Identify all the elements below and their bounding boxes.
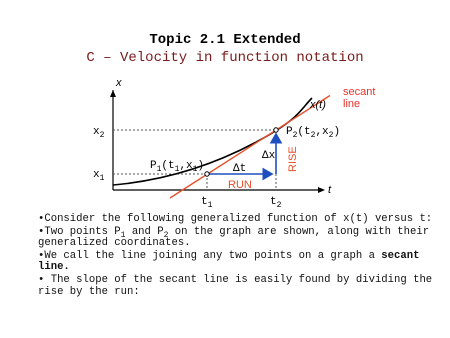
x2-label: x2 bbox=[93, 126, 105, 140]
label-part: x bbox=[93, 126, 100, 138]
bullet-text: Two points P bbox=[44, 225, 121, 238]
label-part: t bbox=[201, 196, 208, 208]
arrow bbox=[318, 187, 325, 193]
label-part: ) bbox=[197, 160, 204, 172]
title: Topic 2.1 Extended bbox=[149, 32, 300, 48]
label-part: (t bbox=[297, 126, 310, 138]
label-part: 2 bbox=[100, 131, 105, 140]
label-part: 2 bbox=[277, 201, 282, 210]
bullet-text: secant line. bbox=[38, 249, 420, 274]
secant-label: secant line bbox=[343, 86, 375, 110]
bullet: •Consider the following generalized func… bbox=[38, 213, 433, 225]
label-part: 2 bbox=[329, 131, 334, 140]
curve bbox=[112, 97, 313, 186]
point bbox=[204, 171, 210, 177]
bullet: •We call the line joining any two points… bbox=[38, 249, 420, 274]
label-part: line bbox=[343, 98, 360, 110]
t2-label: t2 bbox=[270, 196, 282, 210]
bullet-text: 1 bbox=[120, 230, 126, 240]
axes bbox=[110, 90, 325, 193]
label-part: 1 bbox=[100, 174, 105, 183]
label-part: 2 bbox=[311, 131, 316, 140]
label-part: 2 bbox=[293, 131, 298, 140]
point bbox=[273, 127, 279, 133]
label-part: P bbox=[150, 160, 157, 172]
delta-t: Δt bbox=[233, 163, 246, 175]
diagram: Topic 2.1 Extended C – Velocity in funct… bbox=[86, 32, 375, 210]
bullet-list: •Consider the following generalized func… bbox=[38, 213, 438, 299]
delta-x: Δx bbox=[262, 150, 276, 162]
bullet-text: 2 bbox=[163, 230, 169, 240]
label-part: 1 bbox=[208, 201, 213, 210]
secant-line bbox=[169, 94, 331, 199]
label-part: 1 bbox=[193, 165, 198, 174]
bullet-text: on the graph are shown, along with their… bbox=[38, 225, 430, 250]
bullet: •Two points P1 and P2 on the graph are s… bbox=[38, 225, 430, 250]
label-part: P bbox=[286, 126, 293, 138]
label-part: x bbox=[93, 169, 100, 181]
x-axis-label: t bbox=[328, 184, 332, 196]
label-part: 1 bbox=[175, 165, 180, 174]
t1-label: t1 bbox=[201, 196, 213, 210]
label-part: 1 bbox=[157, 165, 162, 174]
run-label: RUN bbox=[228, 179, 252, 191]
bullet-text: We call the line joining any two points … bbox=[44, 249, 382, 262]
x1-label: x1 bbox=[93, 169, 105, 183]
bullet-text: and P bbox=[125, 225, 164, 238]
label-part: ,x bbox=[179, 160, 193, 172]
bullet-text: The slope of the secant line is easily f… bbox=[38, 273, 433, 298]
p1-label: P1(t1,x1) bbox=[150, 160, 204, 174]
rise-label: RISE bbox=[287, 146, 299, 172]
label-part: ) bbox=[333, 126, 340, 138]
p2-label: P2(t2,x2) bbox=[286, 126, 340, 140]
y-axis-label: x bbox=[115, 77, 122, 89]
label-part: (t bbox=[161, 160, 174, 172]
curve-label: x(t) bbox=[309, 99, 326, 111]
label-part: ,x bbox=[315, 126, 329, 138]
label-part: secant bbox=[343, 86, 375, 98]
label-part: t bbox=[270, 196, 277, 208]
arrow bbox=[110, 90, 116, 97]
bullet: • The slope of the secant line is easily… bbox=[38, 273, 433, 298]
bullet-text: Consider the following generalized funct… bbox=[44, 213, 433, 225]
subtitle: C – Velocity in function notation bbox=[86, 50, 363, 66]
guides bbox=[113, 129, 277, 190]
